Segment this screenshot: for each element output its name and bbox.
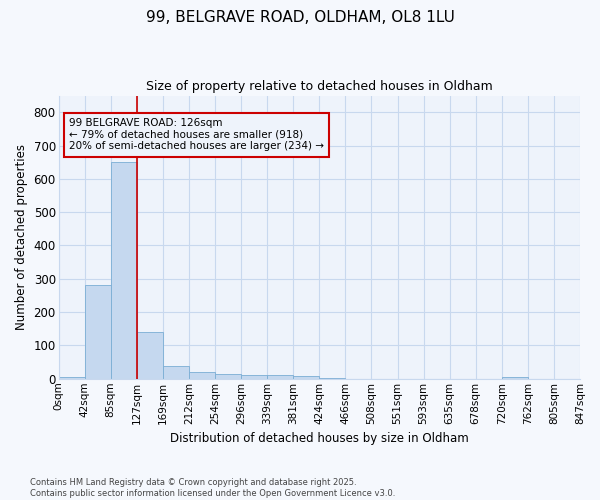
Bar (189, 372, 215, 379)
Bar (163, 366, 189, 379)
Bar (85, 286, 111, 379)
Bar (319, 378, 346, 379)
Bar (267, 375, 293, 379)
Text: 99 BELGRAVE ROAD: 126sqm
← 79% of detached houses are smaller (918)
20% of semi-: 99 BELGRAVE ROAD: 126sqm ← 79% of detach… (69, 118, 324, 152)
X-axis label: Distribution of detached houses by size in Oldham: Distribution of detached houses by size … (170, 432, 469, 445)
Bar (111, 162, 137, 379)
Y-axis label: Number of detached properties: Number of detached properties (15, 144, 28, 330)
Bar (241, 375, 267, 379)
Bar (502, 377, 528, 379)
Title: Size of property relative to detached houses in Oldham: Size of property relative to detached ho… (146, 80, 493, 93)
Text: 99, BELGRAVE ROAD, OLDHAM, OL8 1LU: 99, BELGRAVE ROAD, OLDHAM, OL8 1LU (146, 10, 454, 25)
Bar (137, 332, 163, 379)
Bar (215, 374, 241, 379)
Bar (59, 377, 85, 379)
Text: Contains HM Land Registry data © Crown copyright and database right 2025.
Contai: Contains HM Land Registry data © Crown c… (30, 478, 395, 498)
Bar (293, 376, 319, 379)
